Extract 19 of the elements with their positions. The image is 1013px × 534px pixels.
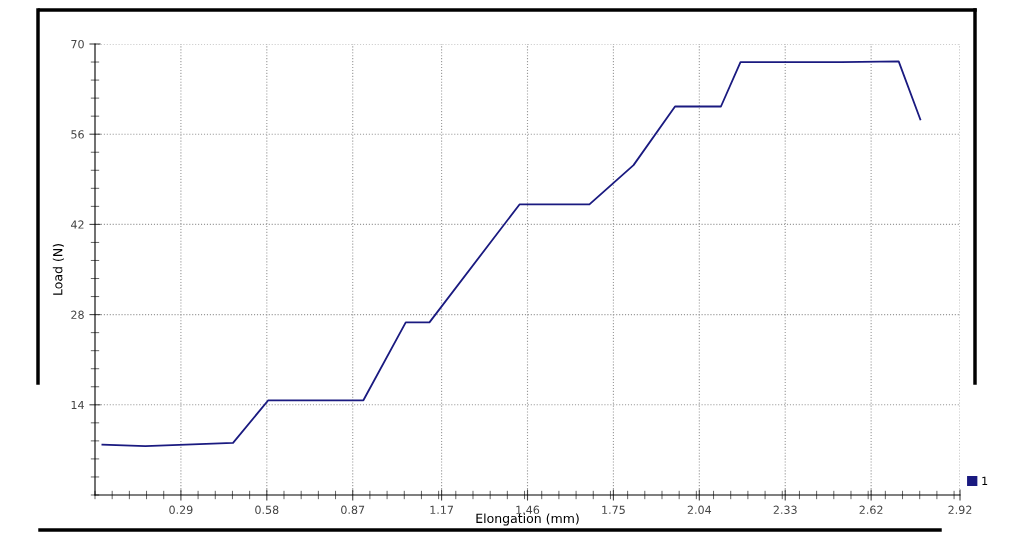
x-tick-label: 2.92 [948, 505, 972, 515]
y-tick-label: 28 [71, 310, 84, 319]
x-tick-label: 0.58 [255, 505, 279, 515]
y-axis-title: Load (N) [52, 244, 64, 295]
x-axis-title: Elongation (mm) [476, 513, 579, 526]
x-tick-label: 1.46 [516, 505, 540, 515]
x-tick-label: 0.29 [169, 505, 193, 515]
x-tick-label: 2.62 [859, 505, 883, 515]
y-tick-label: 70 [71, 39, 84, 49]
x-tick-label: 2.04 [687, 505, 712, 515]
legend-label: 1 [982, 476, 988, 485]
x-tick-label: 1.75 [602, 505, 625, 515]
x-tick-label: 1.17 [430, 505, 454, 514]
y-tick-label: 56 [71, 130, 84, 139]
line-series [101, 60, 922, 447]
y-tick-label: 14 [71, 400, 84, 410]
y-tick-label: 42 [70, 220, 84, 229]
x-tick-label: 0.87 [341, 505, 365, 515]
x-tick-label: 2.33 [773, 505, 797, 515]
